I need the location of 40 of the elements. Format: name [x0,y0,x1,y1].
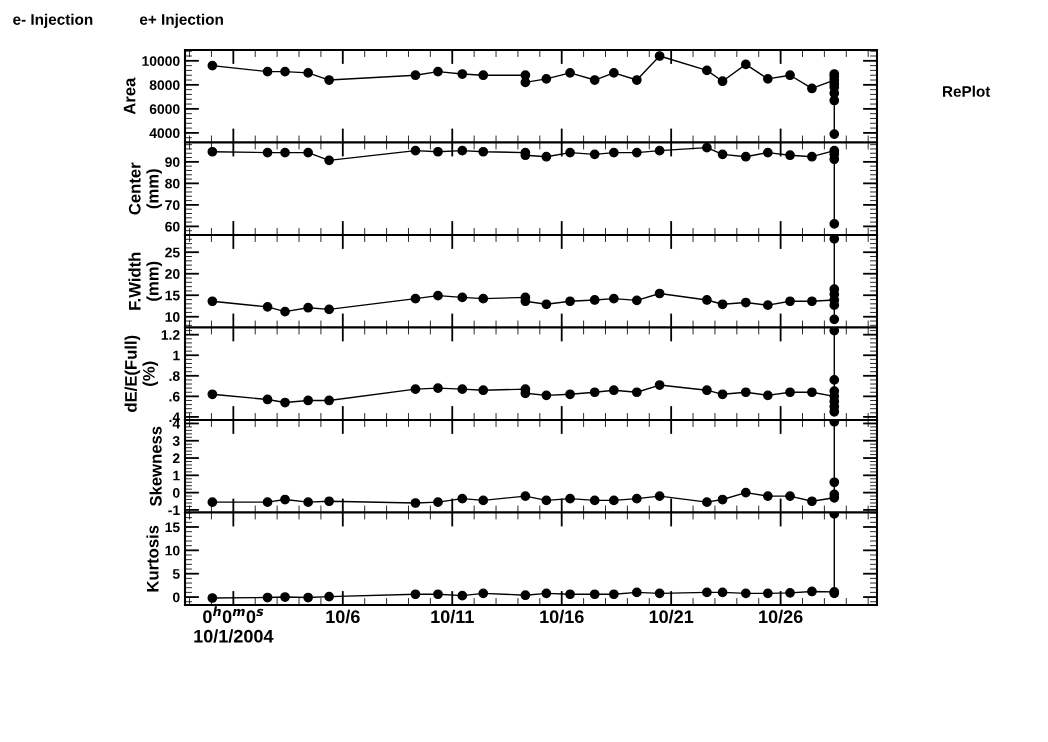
y-tick-label: -1 [168,505,180,515]
y-tick-label: 15 [165,290,180,301]
y-tick-label: .8 [169,371,180,381]
text: RePlot [943,85,991,97]
y-tick-label: .6 [169,391,180,402]
y-tick-label: 0 [172,487,180,498]
y-tick-label: 70 [165,200,180,211]
text: e+ Injection [139,13,223,28]
y-axis-title: dE/E(Full) (%) [124,335,159,412]
y-tick-label: 1 [173,350,180,361]
y-tick-label: 3 [172,436,180,446]
y-tick-label: 4000 [149,128,180,139]
y-tick-label: 90 [165,157,180,168]
text: e- Injection [13,13,93,28]
y-tick-label: 6000 [149,104,180,115]
x-tick-label: 0$^{h}$0$^{m}$0$^{s}$ 10/1/2004 [194,606,274,643]
x-tick-label: 10/11 [431,609,474,624]
y-tick-label: 8000 [149,80,180,91]
y-tick-label: 0 [172,592,180,603]
x-tick-label: 10/26 [759,609,803,624]
x-tick-label: 10/16 [540,609,584,624]
y-tick-label: 10000 [142,56,180,66]
y-tick-label: 80 [165,178,180,189]
y-axis-title: Kurtosis [146,525,159,592]
x-tick-label: 10/21 [649,609,694,624]
y-tick-label: 5 [172,569,180,579]
y-tick-label: 2 [172,453,180,464]
x-tick-label: 10/6 [326,609,360,624]
y-tick-label: 10 [165,312,180,322]
y-tick-label: 25 [165,247,180,258]
y-tick-label: 15 [165,522,180,533]
y-tick-label: 20 [165,269,180,279]
y-axis-title: Center (mm) [128,162,162,215]
y-axis-title: F.Width (mm) [128,252,162,310]
y-tick-label: 1.2 [161,330,180,340]
y-tick-label: 10 [165,545,180,556]
y-tick-label: 1 [173,470,180,481]
y-tick-label: 60 [165,221,180,232]
y-axis-title: Skewness [149,426,162,507]
y-axis-title: Area [123,77,136,115]
